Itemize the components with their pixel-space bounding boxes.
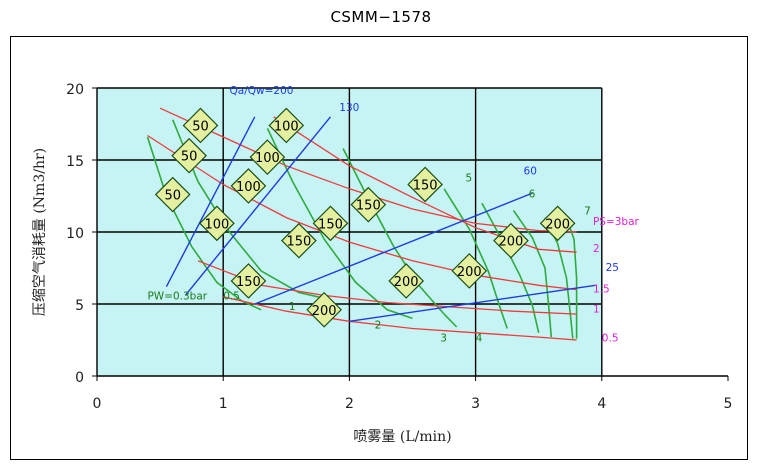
- pw-label: 3: [440, 332, 447, 344]
- y-tick-label: 5: [75, 298, 84, 314]
- ratio-label: 130: [339, 102, 359, 114]
- pw-label: 1: [289, 301, 296, 313]
- pw-curve: [443, 188, 508, 329]
- pw-curve: [171, 119, 331, 301]
- marker-label: 150: [356, 199, 381, 214]
- ratio-label: 25: [606, 262, 619, 274]
- marker-label: 150: [318, 217, 343, 232]
- diamond-marker: 100: [268, 107, 305, 144]
- pa-label: PS=3bar: [593, 216, 640, 228]
- diamond-shape: [199, 205, 235, 242]
- diamond-shape: [312, 205, 349, 242]
- ratio-line: [254, 192, 533, 305]
- diamond-marker: 150: [230, 263, 267, 299]
- pa-label: 2: [593, 243, 600, 255]
- pa-label: 1.5: [593, 283, 610, 295]
- ratio-label: 60: [524, 165, 537, 177]
- diamond-marker: 150: [350, 186, 387, 223]
- marker-label: 200: [312, 304, 337, 319]
- marker-label: 200: [545, 217, 570, 232]
- marker-label: 200: [457, 265, 482, 280]
- diamond-shape: [230, 168, 267, 204]
- diamond-shape: [350, 186, 387, 223]
- y-axis-label: 压缩空气消耗量 (Nm3/hr): [32, 148, 48, 316]
- diamond-shape: [539, 205, 576, 242]
- y-tick-label: 15: [66, 154, 84, 170]
- diamond-marker: 200: [493, 222, 529, 259]
- diamond-marker: 100: [230, 168, 267, 204]
- pw-label: 7: [584, 206, 591, 218]
- chart-frame: [10, 36, 748, 460]
- marker-label: 150: [287, 235, 312, 250]
- y-tick-label: 0: [75, 370, 84, 386]
- diamond-marker: 150: [312, 205, 349, 242]
- diamond-shape: [451, 253, 488, 289]
- diamond-marker: 150: [407, 166, 443, 203]
- diamond-marker: 50: [171, 137, 207, 174]
- marker-label: 50: [181, 150, 198, 165]
- diamond-shape: [171, 137, 207, 174]
- pw-label: 4: [476, 332, 483, 344]
- ratio-label: Qa/Qw=200: [230, 85, 294, 97]
- diamond-marker: 50: [154, 176, 191, 213]
- x-tick-label: 3: [471, 396, 480, 412]
- marker-label: 150: [236, 275, 261, 290]
- pw-label: 6: [529, 188, 536, 200]
- x-tick-label: 4: [597, 396, 606, 412]
- pw-curve: [481, 202, 540, 333]
- diamond-shape: [493, 222, 529, 259]
- x-tick-label: 1: [219, 396, 228, 412]
- x-tick-label: 0: [93, 396, 102, 412]
- pa-label: 0.5: [602, 332, 619, 344]
- marker-label: 200: [499, 235, 524, 250]
- diamond-shape: [388, 263, 425, 299]
- diamond-shape: [249, 139, 286, 175]
- marker-label: 150: [413, 178, 438, 193]
- ratio-line: [184, 116, 332, 296]
- pa-curve: [159, 107, 577, 233]
- marker-label: 100: [236, 180, 261, 195]
- diamond-shape: [230, 263, 267, 299]
- diamond-marker: 200: [451, 253, 488, 289]
- marker-label: 200: [394, 275, 419, 290]
- x-tick-label: 5: [724, 396, 733, 412]
- x-axis-label: 喷雾量 (L/min): [353, 429, 451, 445]
- y-tick-label: 20: [66, 82, 84, 98]
- diamond-marker: 200: [539, 205, 576, 242]
- y-tick-label: 10: [66, 226, 84, 242]
- diamond-shape: [182, 107, 219, 144]
- pw-label: 2: [375, 319, 382, 331]
- diamond-shape: [268, 107, 305, 144]
- diamond-shape: [407, 166, 443, 203]
- diamond-shape: [306, 291, 343, 328]
- diamond-shape: [281, 222, 317, 259]
- diamond-marker: 50: [182, 107, 219, 144]
- pa-label: 1: [593, 304, 600, 316]
- pa-curve: [273, 116, 577, 253]
- diamond-marker: 200: [306, 291, 343, 328]
- diamond-marker: 200: [388, 263, 425, 299]
- pw-label: 5: [466, 173, 473, 185]
- pw-curve: [266, 127, 413, 320]
- marker-label: 100: [274, 119, 299, 134]
- ratio-line: [165, 116, 256, 288]
- marker-label: 100: [204, 217, 229, 232]
- chart-title: CSMM−1578: [330, 8, 432, 26]
- pw-label: PW=0.3bar: [147, 291, 207, 303]
- diamond-shape: [154, 176, 191, 213]
- marker-label: 50: [192, 119, 209, 134]
- ratio-line: [349, 284, 596, 322]
- pa-curve: [223, 296, 577, 341]
- marker-label: 100: [255, 151, 280, 166]
- pw-label: 0.5: [223, 291, 240, 303]
- diamond-marker: 100: [199, 205, 235, 242]
- pw-curve: [146, 136, 262, 311]
- diamond-marker: 100: [249, 139, 286, 175]
- x-tick-label: 2: [345, 396, 354, 412]
- diamond-marker: 150: [281, 222, 317, 259]
- pa-curve: [147, 134, 577, 291]
- marker-label: 50: [164, 189, 181, 204]
